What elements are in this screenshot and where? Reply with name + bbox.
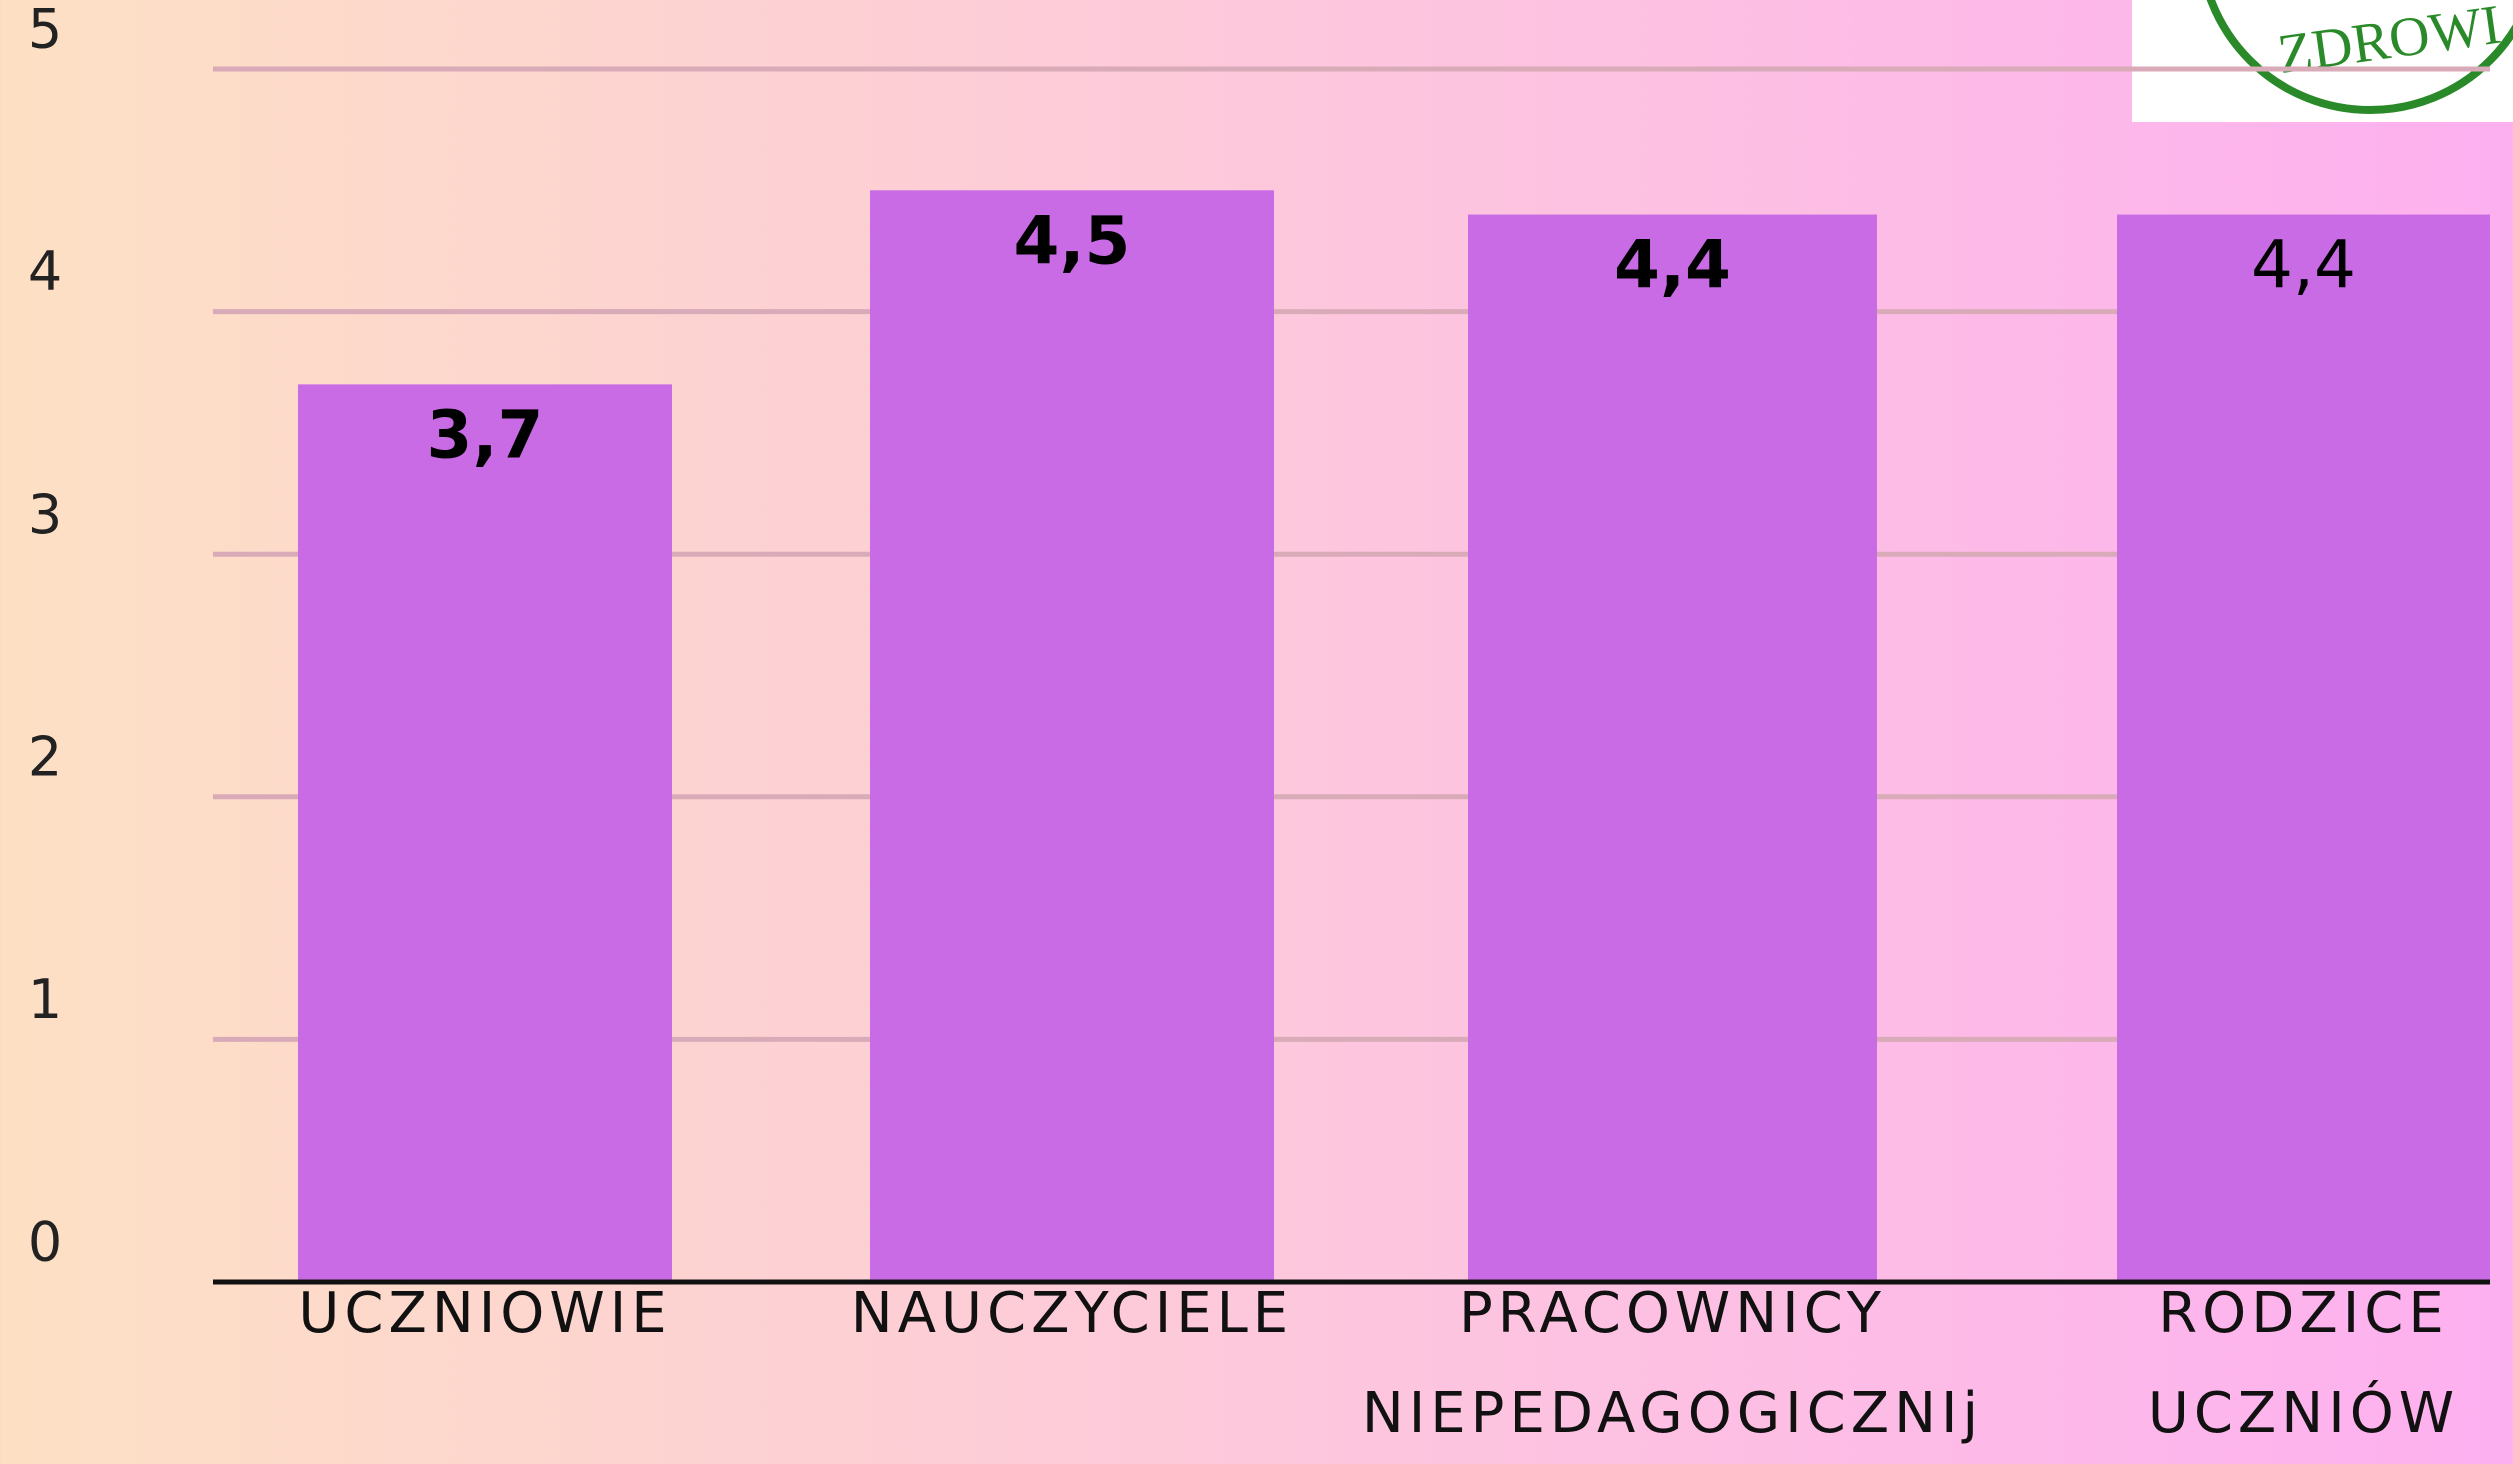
y-tick-label: 4: [28, 240, 62, 303]
x-tick-label: RODZICE UCZNIÓW: [1954, 1264, 2513, 1464]
x-tick-label: NAUCZYCIELE: [722, 1264, 1422, 1364]
y-tick-label: 0: [28, 1211, 62, 1274]
bar: [2117, 215, 2490, 1282]
value-label: 4,4: [1614, 227, 1731, 304]
y-tick-label: 1: [28, 968, 62, 1031]
x-tick-label: PRACOWNICY NIEPEDAGOGICZNIj: [1323, 1264, 2023, 1464]
value-label: 3,7: [427, 396, 544, 473]
value-label: 4,4: [2251, 227, 2356, 304]
y-tick-label: 3: [28, 483, 62, 546]
bar: [870, 190, 1274, 1282]
y-tick-label: 2: [28, 725, 62, 788]
value-label: 4,5: [1014, 202, 1131, 279]
bar: [1468, 215, 1877, 1282]
y-tick-label: 5: [28, 0, 62, 61]
bar: [298, 384, 672, 1282]
